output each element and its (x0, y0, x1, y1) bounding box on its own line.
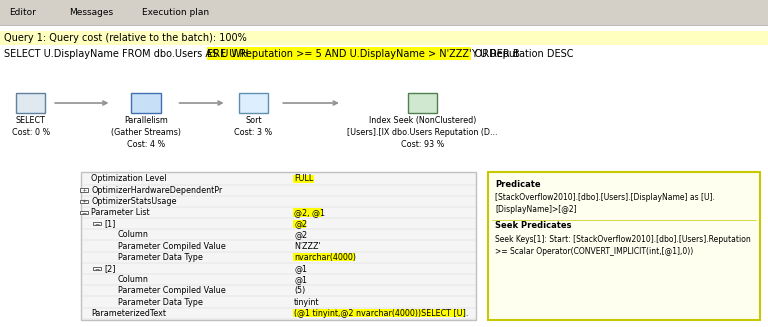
FancyBboxPatch shape (16, 93, 45, 113)
FancyBboxPatch shape (80, 211, 88, 214)
Text: (5): (5) (294, 286, 306, 295)
Text: Execution plan: Execution plan (142, 8, 209, 17)
Text: FULL: FULL (294, 174, 313, 183)
Text: [2]: [2] (104, 264, 116, 273)
FancyBboxPatch shape (93, 267, 101, 270)
FancyBboxPatch shape (488, 172, 760, 320)
Text: SELECT U.DisplayName FROM dbo.Users AS U WH: SELECT U.DisplayName FROM dbo.Users AS U… (4, 49, 248, 59)
FancyBboxPatch shape (293, 220, 306, 228)
Text: Editor: Editor (9, 8, 36, 17)
Text: −: − (81, 210, 86, 215)
Text: Column: Column (118, 275, 148, 284)
Text: @1: @1 (294, 264, 307, 273)
Text: −: − (94, 221, 99, 226)
Text: OptimizerStatsUsage: OptimizerStatsUsage (91, 197, 177, 206)
Text: Seek Keys[1]: Start: [StackOverflow2010].[dbo].[Users].Reputation: Seek Keys[1]: Start: [StackOverflow2010]… (495, 234, 751, 244)
FancyBboxPatch shape (293, 175, 314, 183)
Text: @1: @1 (294, 275, 307, 284)
Text: Query 1: Query cost (relative to the batch): 100%: Query 1: Query cost (relative to the bat… (4, 33, 247, 43)
Text: @2: @2 (294, 219, 307, 228)
Text: Parallelism
(Gather Streams)
Cost: 4 %: Parallelism (Gather Streams) Cost: 4 % (111, 116, 181, 149)
Text: nvarchar(4000): nvarchar(4000) (294, 253, 356, 262)
Text: [DisplayName]>[@2]: [DisplayName]>[@2] (495, 205, 577, 215)
Text: OptimizerHardwareDependentPr: OptimizerHardwareDependentPr (91, 186, 223, 195)
FancyBboxPatch shape (293, 253, 355, 261)
FancyBboxPatch shape (0, 47, 768, 60)
Text: Seek Predicates: Seek Predicates (495, 221, 572, 230)
Text: ERE U.Reputation >= 5 AND U.DisplayName > N'ZZZ' ORDER B: ERE U.Reputation >= 5 AND U.DisplayName … (207, 49, 520, 59)
Text: Optimization Level: Optimization Level (91, 174, 167, 183)
Text: +: + (81, 188, 86, 193)
Text: Index Seek (NonClustered)
[Users].[IX dbo.Users Reputation (D...
Cost: 93 %: Index Seek (NonClustered) [Users].[IX db… (347, 116, 498, 149)
Text: Column: Column (118, 231, 148, 239)
Text: tinyint: tinyint (294, 298, 319, 306)
Text: Parameter Data Type: Parameter Data Type (118, 298, 203, 306)
Text: N'ZZZ': N'ZZZ' (294, 242, 321, 250)
FancyBboxPatch shape (80, 200, 88, 203)
Text: Predicate: Predicate (495, 180, 541, 189)
FancyBboxPatch shape (0, 60, 768, 327)
FancyBboxPatch shape (93, 222, 101, 225)
Text: (@1 tinyint,@2 nvarchar(4000))SELECT [U].: (@1 tinyint,@2 nvarchar(4000))SELECT [U]… (294, 309, 468, 318)
FancyBboxPatch shape (0, 0, 768, 25)
FancyBboxPatch shape (80, 188, 88, 192)
FancyBboxPatch shape (207, 47, 472, 60)
Text: [1]: [1] (104, 219, 116, 228)
FancyBboxPatch shape (293, 309, 465, 317)
Text: Messages: Messages (69, 8, 113, 17)
Text: +: + (81, 199, 86, 204)
Text: SELECT
Cost: 0 %: SELECT Cost: 0 % (12, 116, 50, 137)
FancyBboxPatch shape (0, 31, 768, 45)
FancyBboxPatch shape (408, 93, 437, 113)
FancyBboxPatch shape (239, 93, 268, 113)
FancyBboxPatch shape (131, 93, 161, 113)
Text: @2: @2 (294, 231, 307, 239)
Text: ParameterizedText: ParameterizedText (91, 309, 167, 318)
FancyBboxPatch shape (81, 172, 476, 320)
Text: −: − (94, 266, 99, 271)
Text: Parameter Compiled Value: Parameter Compiled Value (118, 242, 225, 250)
Text: Y U.Reputation DESC: Y U.Reputation DESC (472, 49, 574, 59)
Text: >= Scalar Operator(CONVERT_IMPLICIT(int,[@1],0)): >= Scalar Operator(CONVERT_IMPLICIT(int,… (495, 247, 694, 256)
Text: Parameter Data Type: Parameter Data Type (118, 253, 203, 262)
Text: Sort
Cost: 3 %: Sort Cost: 3 % (234, 116, 273, 137)
Text: Parameter List: Parameter List (91, 208, 150, 217)
Text: Parameter Compiled Value: Parameter Compiled Value (118, 286, 225, 295)
Text: [StackOverflow2010].[dbo].[Users].[DisplayName] as [U].: [StackOverflow2010].[dbo].[Users].[Displ… (495, 193, 715, 202)
FancyBboxPatch shape (293, 209, 323, 216)
Text: @2, @1: @2, @1 (294, 208, 325, 217)
